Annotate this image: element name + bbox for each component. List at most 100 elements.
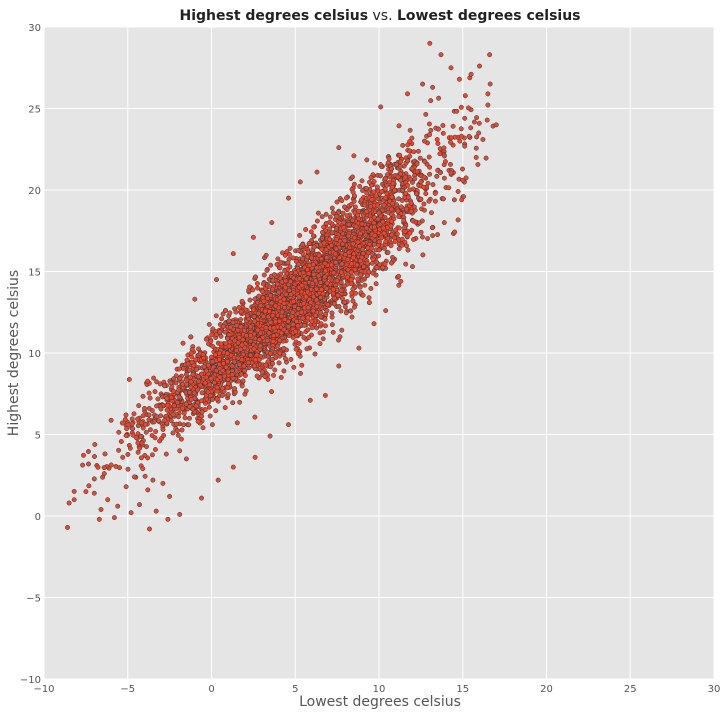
scatter-point <box>278 260 284 266</box>
scatter-point <box>350 241 356 247</box>
scatter-point <box>281 296 287 302</box>
scatter-point <box>403 261 409 267</box>
scatter-point <box>385 250 391 255</box>
scatter-point <box>138 455 144 461</box>
scatter-point <box>322 316 328 322</box>
scatter-point <box>199 409 205 415</box>
scatter-point <box>81 452 86 458</box>
scatter-point <box>448 65 454 71</box>
scatter-point <box>151 419 157 425</box>
scatter-point <box>297 179 303 185</box>
scatter-point <box>193 367 199 372</box>
scatter-point <box>353 223 359 229</box>
scatter-point <box>339 261 345 267</box>
scatter-point <box>147 526 152 532</box>
scatter-point <box>382 195 388 201</box>
scatter-point <box>348 201 354 207</box>
scatter-point <box>252 414 258 420</box>
scatter-point <box>237 399 243 405</box>
scatter-point <box>199 398 205 404</box>
scatter-point <box>227 310 233 316</box>
scatter-point <box>342 304 348 310</box>
scatter-point <box>213 368 219 374</box>
scatter-point <box>150 477 156 483</box>
scatter-point <box>402 229 408 235</box>
scatter-point <box>484 117 490 123</box>
scatter-point <box>199 390 205 396</box>
scatter-point <box>348 269 354 275</box>
scatter-point <box>313 286 319 292</box>
scatter-point <box>420 252 426 258</box>
scatter-point <box>366 295 372 301</box>
scatter-point <box>361 264 367 270</box>
scatter-point <box>248 352 253 358</box>
scatter-point <box>363 232 369 238</box>
scatter-point <box>357 258 363 264</box>
x-tick-label: 5 <box>292 684 298 695</box>
scatter-point <box>357 231 363 237</box>
scatter-point <box>398 164 403 169</box>
scatter-point <box>373 281 379 287</box>
scatter-point <box>338 279 344 285</box>
scatter-point <box>370 256 376 262</box>
scatter-point <box>331 295 337 301</box>
scatter-point <box>435 126 441 132</box>
scatter-point <box>318 310 324 316</box>
scatter-point <box>403 190 409 196</box>
scatter-point <box>207 413 213 419</box>
scatter-point <box>350 255 356 261</box>
scatter-point <box>170 412 176 417</box>
scatter-point <box>432 198 438 204</box>
scatter-point <box>327 236 333 242</box>
scatter-point <box>119 420 125 426</box>
scatter-point <box>351 304 357 310</box>
scatter-point <box>258 303 264 309</box>
scatter-point <box>255 327 261 333</box>
scatter-point <box>366 269 372 275</box>
scatter-point <box>344 274 350 280</box>
scatter-point <box>333 226 339 232</box>
y-tick-label: 0 <box>35 512 41 523</box>
scatter-point <box>173 373 179 379</box>
scatter-point <box>193 403 199 409</box>
scatter-point <box>269 389 275 395</box>
scatter-point <box>220 368 226 374</box>
scatter-point <box>282 274 288 280</box>
scatter-point <box>209 354 214 360</box>
scatter-point <box>319 214 325 220</box>
scatter-point <box>210 326 216 332</box>
scatter-point <box>305 315 311 321</box>
scatter-point <box>234 347 239 353</box>
scatter-point <box>71 488 77 494</box>
scatter-point <box>297 276 302 282</box>
scatter-point <box>271 372 276 378</box>
scatter-point <box>358 197 364 203</box>
chart-title: Highest degrees celsius vs. Lowest degre… <box>179 8 580 24</box>
scatter-point <box>360 292 366 298</box>
scatter-point <box>368 286 374 291</box>
scatter-point <box>329 310 335 316</box>
scatter-point <box>267 433 273 439</box>
scatter-point <box>273 319 278 325</box>
scatter-point <box>450 123 456 129</box>
scatter-point <box>261 298 267 304</box>
scatter-point <box>409 166 415 172</box>
scatter-point <box>418 196 424 202</box>
scatter-point <box>463 175 469 181</box>
scatter-point <box>271 272 277 278</box>
scatter-point <box>279 309 285 315</box>
scatter-point <box>333 246 339 252</box>
scatter-point <box>124 426 130 432</box>
scatter-point <box>179 427 185 433</box>
scatter-point <box>195 387 201 393</box>
scatter-point <box>306 334 312 340</box>
scatter-point <box>305 327 311 333</box>
scatter-point <box>392 187 398 193</box>
scatter-point <box>286 422 291 428</box>
scatter-point <box>210 397 215 402</box>
scatter-point <box>418 179 424 185</box>
scatter-point <box>185 361 191 367</box>
scatter-point <box>183 401 189 407</box>
scatter-point <box>430 233 436 239</box>
scatter-point <box>314 265 320 271</box>
